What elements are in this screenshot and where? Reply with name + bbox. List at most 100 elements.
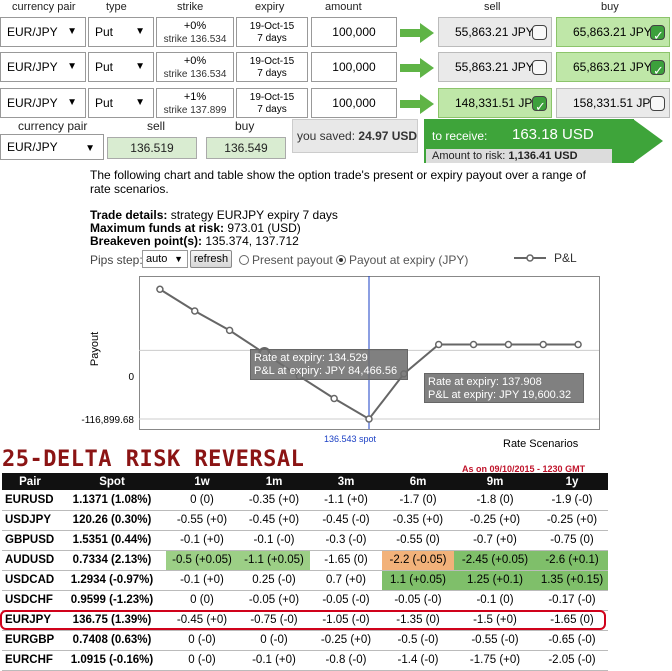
amount-input[interactable]: 100,000	[311, 88, 397, 118]
description-text: The following chart and table show the o…	[90, 168, 586, 196]
value-cell: -0.25 (+0)	[454, 510, 536, 531]
pair-select[interactable]: EUR/JPY ▼	[0, 52, 86, 82]
chevron-down-icon: ▼	[135, 97, 145, 108]
amount-input[interactable]: 100,000	[311, 17, 397, 47]
expiry-date: 19-Oct-15	[249, 21, 295, 32]
value-cell: 0 (0)	[166, 490, 238, 511]
value-cell: -0.55 (-0)	[454, 630, 536, 651]
spot-cell: 1.1371 (1.08%)	[58, 490, 166, 511]
table-row: USDCAD 1.2934 (-0.97%) -0.1 (+0) 0.25 (-0)…	[2, 570, 608, 591]
strike-field[interactable]: +0% strike 136.534	[156, 17, 234, 47]
buy-price: 158,331.51 JPY	[573, 96, 659, 110]
checkbox-icon[interactable]	[532, 60, 547, 75]
pnl-point[interactable]	[330, 394, 338, 403]
type-select[interactable]: Put ▼	[88, 88, 154, 118]
checkbox-checked-icon[interactable]	[532, 93, 547, 121]
buy-price-option[interactable]: 65,863.21 JPY	[556, 52, 670, 85]
pnl-point[interactable]	[539, 340, 547, 349]
strike-value: strike 136.534	[163, 34, 227, 45]
pnl-point[interactable]	[365, 415, 373, 423]
pair-value: EUR/JPY	[7, 60, 58, 74]
risk-strip	[426, 149, 612, 163]
value-cell: -1.1 (+0)	[310, 490, 382, 511]
buy-price-option[interactable]: 158,331.51 JPY	[556, 88, 670, 118]
pair-select[interactable]: EUR/JPY ▼	[0, 17, 86, 47]
checkbox-checked-icon[interactable]	[650, 22, 665, 50]
column-header: Pair	[2, 473, 58, 490]
pair-cell: EURUSD	[2, 490, 58, 511]
strike-field[interactable]: +0% strike 136.534	[156, 52, 234, 82]
pips-step-value: auto	[146, 253, 168, 265]
value-cell: 0 (-0)	[166, 650, 238, 671]
arrow-right-icon	[400, 23, 434, 43]
checkbox-icon[interactable]	[532, 25, 547, 40]
value-cell: -1.9 (-0)	[536, 490, 608, 511]
value-cell: -0.5 (-0)	[382, 630, 454, 651]
pnl-point[interactable]	[574, 340, 582, 349]
chevron-down-icon: ▼	[174, 254, 183, 264]
tooltip-1-line2: P&L at expiry: JPY 84,466.56	[254, 365, 398, 377]
present-payout-radio[interactable]: Present payout	[239, 253, 333, 267]
value-cell: -0.3 (-0)	[310, 530, 382, 551]
pnl-point[interactable]	[434, 340, 443, 349]
sell-price-option[interactable]: 55,863.21 JPY	[438, 17, 552, 47]
pair-cell: EURCHF	[2, 650, 58, 671]
quote-buy-label: buy	[235, 119, 255, 133]
spot-cell: 1.0915 (-0.16%)	[58, 650, 166, 671]
pnl-point[interactable]	[504, 340, 513, 349]
tooltip-2: Rate at expiry: 137.908 P&L at expiry: J…	[424, 373, 584, 403]
max-funds-value: 973.01 (USD)	[227, 221, 301, 235]
pair-cell: USDCHF	[2, 590, 58, 611]
value-cell: 1.25 (+0.1)	[454, 570, 536, 591]
buy-price-option[interactable]: 65,863.21 JPY	[556, 17, 670, 50]
value-cell: -0.35 (+0)	[382, 510, 454, 531]
checkbox-checked-icon[interactable]	[650, 57, 665, 85]
sell-price-option[interactable]: 55,863.21 JPY	[438, 52, 552, 82]
table-row: EURCHF 1.0915 (-0.16%) 0 (-0) -0.1 (+0) -0.…	[2, 650, 608, 671]
type-select[interactable]: Put ▼	[88, 52, 154, 82]
column-header: 1m	[238, 473, 310, 490]
pnl-point[interactable]	[469, 340, 478, 349]
receive-label: to receive:	[432, 129, 488, 143]
pair-cell: AUDUSD	[2, 550, 58, 571]
expiry-field[interactable]: 19-Oct-15 7 days	[236, 52, 308, 82]
refresh-button[interactable]: refresh	[190, 250, 232, 268]
pnl-point[interactable]	[156, 285, 164, 294]
expiry-field[interactable]: 19-Oct-15 7 days	[236, 17, 308, 47]
type-value: Put	[95, 60, 114, 74]
value-cell: -0.45 (+0)	[238, 510, 310, 531]
strike-field[interactable]: +1% strike 137.899	[156, 88, 234, 118]
pips-step-select[interactable]: auto ▼	[142, 250, 188, 268]
chevron-down-icon: ▼	[67, 61, 77, 72]
chart-ylabel: Payout	[89, 331, 101, 367]
pair-select[interactable]: EUR/JPY ▼	[0, 88, 86, 118]
sell-price-option[interactable]: 148,331.51 JPY	[438, 88, 552, 121]
column-header: 9m	[454, 473, 536, 490]
value-cell: 0 (0)	[166, 590, 238, 611]
sell-price: 55,863.21 JPY	[455, 25, 534, 39]
chevron-down-icon: ▼	[67, 26, 77, 37]
arrow-right-icon	[400, 94, 434, 114]
eurjpy-highlight-outline	[0, 610, 606, 630]
value-cell: -0.17 (-0)	[536, 590, 608, 611]
table-row: USDCHF 0.9599 (-1.23%) 0 (0) -0.05 (+0) -0.…	[2, 590, 608, 611]
checkbox-icon[interactable]	[650, 96, 665, 111]
expiry-payout-radio[interactable]: Payout at expiry (JPY)	[336, 253, 468, 267]
pnl-point[interactable]	[191, 307, 199, 315]
expiry-date: 19-Oct-15	[249, 92, 295, 103]
quote-pair-label: currency pair	[18, 119, 88, 133]
breakeven-value: 135.374, 137.712	[205, 234, 299, 248]
value-cell: -1.65 (0)	[310, 550, 382, 571]
amount-input[interactable]: 100,000	[311, 52, 397, 82]
quote-pair-select[interactable]: EUR/JPY ▼	[0, 134, 104, 160]
pair-value: EUR/JPY	[7, 96, 58, 110]
pnl-point[interactable]	[225, 326, 234, 335]
table-row: AUDUSD 0.7334 (2.13%) -0.5 (+0.05) -1.1 (+…	[2, 550, 608, 571]
expiry-field[interactable]: 19-Oct-15 7 days	[236, 88, 308, 118]
savings-label: you saved:	[297, 129, 356, 143]
value-cell: -0.75 (0)	[536, 530, 608, 551]
expiry-days: 7 days	[257, 104, 287, 115]
value-cell: -2.2 (-0.05)	[382, 550, 454, 571]
type-select[interactable]: Put ▼	[88, 17, 154, 47]
radio-icon	[239, 255, 249, 265]
